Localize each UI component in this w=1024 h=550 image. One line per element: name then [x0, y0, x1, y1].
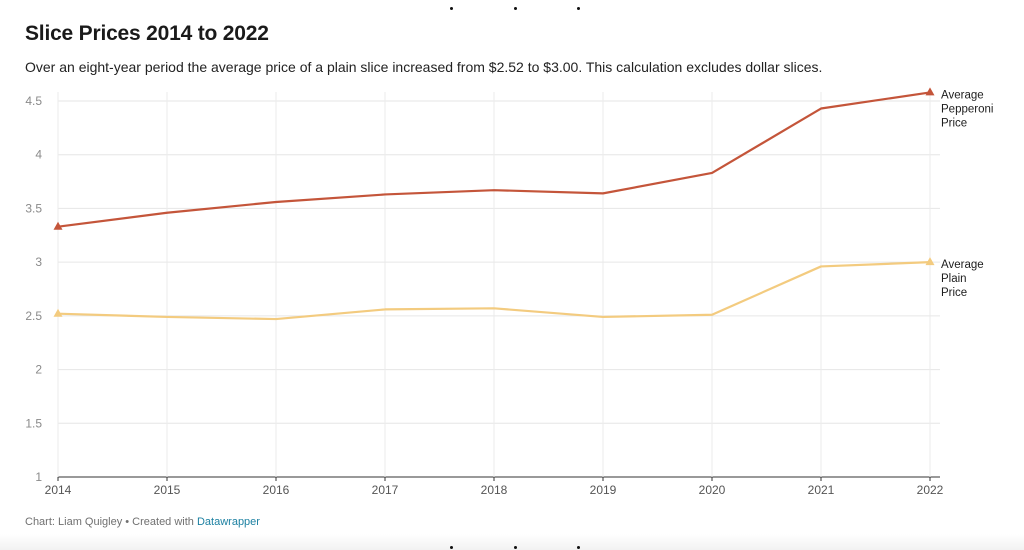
x-tick-label: 2015: [154, 483, 181, 497]
series-label: Price: [941, 287, 967, 299]
series-label: Plain: [941, 273, 967, 285]
x-tick-label: 2014: [45, 483, 72, 497]
y-tick-label: 4.5: [25, 94, 42, 108]
chart-subtitle: Over an eight-year period the average pr…: [25, 59, 823, 75]
series-label: Average: [941, 89, 984, 101]
x-tick-label: 2022: [917, 483, 944, 497]
series-label: Price: [941, 117, 967, 129]
series-label: Pepperoni: [941, 103, 993, 115]
y-tick-label: 1: [35, 470, 42, 484]
datawrapper-link[interactable]: Datawrapper: [196, 516, 260, 528]
series-end-marker: [925, 257, 935, 266]
chart-title: Slice Prices 2014 to 2022: [25, 22, 269, 45]
series-end-marker: [53, 308, 63, 317]
top-dots-decoration: [450, 7, 580, 10]
footer-credit: Chart: Liam Quigley • Created with: [25, 516, 197, 528]
y-tick-label: 4: [35, 148, 42, 162]
y-tick-label: 3: [35, 255, 42, 269]
y-tick-label: 3.5: [25, 201, 42, 215]
chart-footer: Chart: Liam Quigley • Created with Dataw…: [25, 516, 260, 528]
x-tick-label: 2016: [263, 483, 290, 497]
bottom-dots-decoration: [450, 546, 580, 549]
series-label: Average: [941, 259, 984, 271]
x-tick-label: 2021: [808, 483, 835, 497]
bottom-shade: [0, 534, 1024, 550]
y-tick-label: 1.5: [25, 416, 42, 430]
series-end-marker: [53, 221, 63, 230]
x-tick-label: 2019: [590, 483, 617, 497]
series-line: [57, 261, 931, 321]
y-tick-label: 2: [35, 363, 42, 377]
series-line: [57, 91, 931, 228]
x-tick-label: 2020: [699, 483, 726, 497]
y-tick-label: 2.5: [25, 309, 42, 323]
series-end-marker: [925, 87, 935, 96]
x-tick-label: 2018: [481, 483, 508, 497]
x-tick-label: 2017: [372, 483, 399, 497]
